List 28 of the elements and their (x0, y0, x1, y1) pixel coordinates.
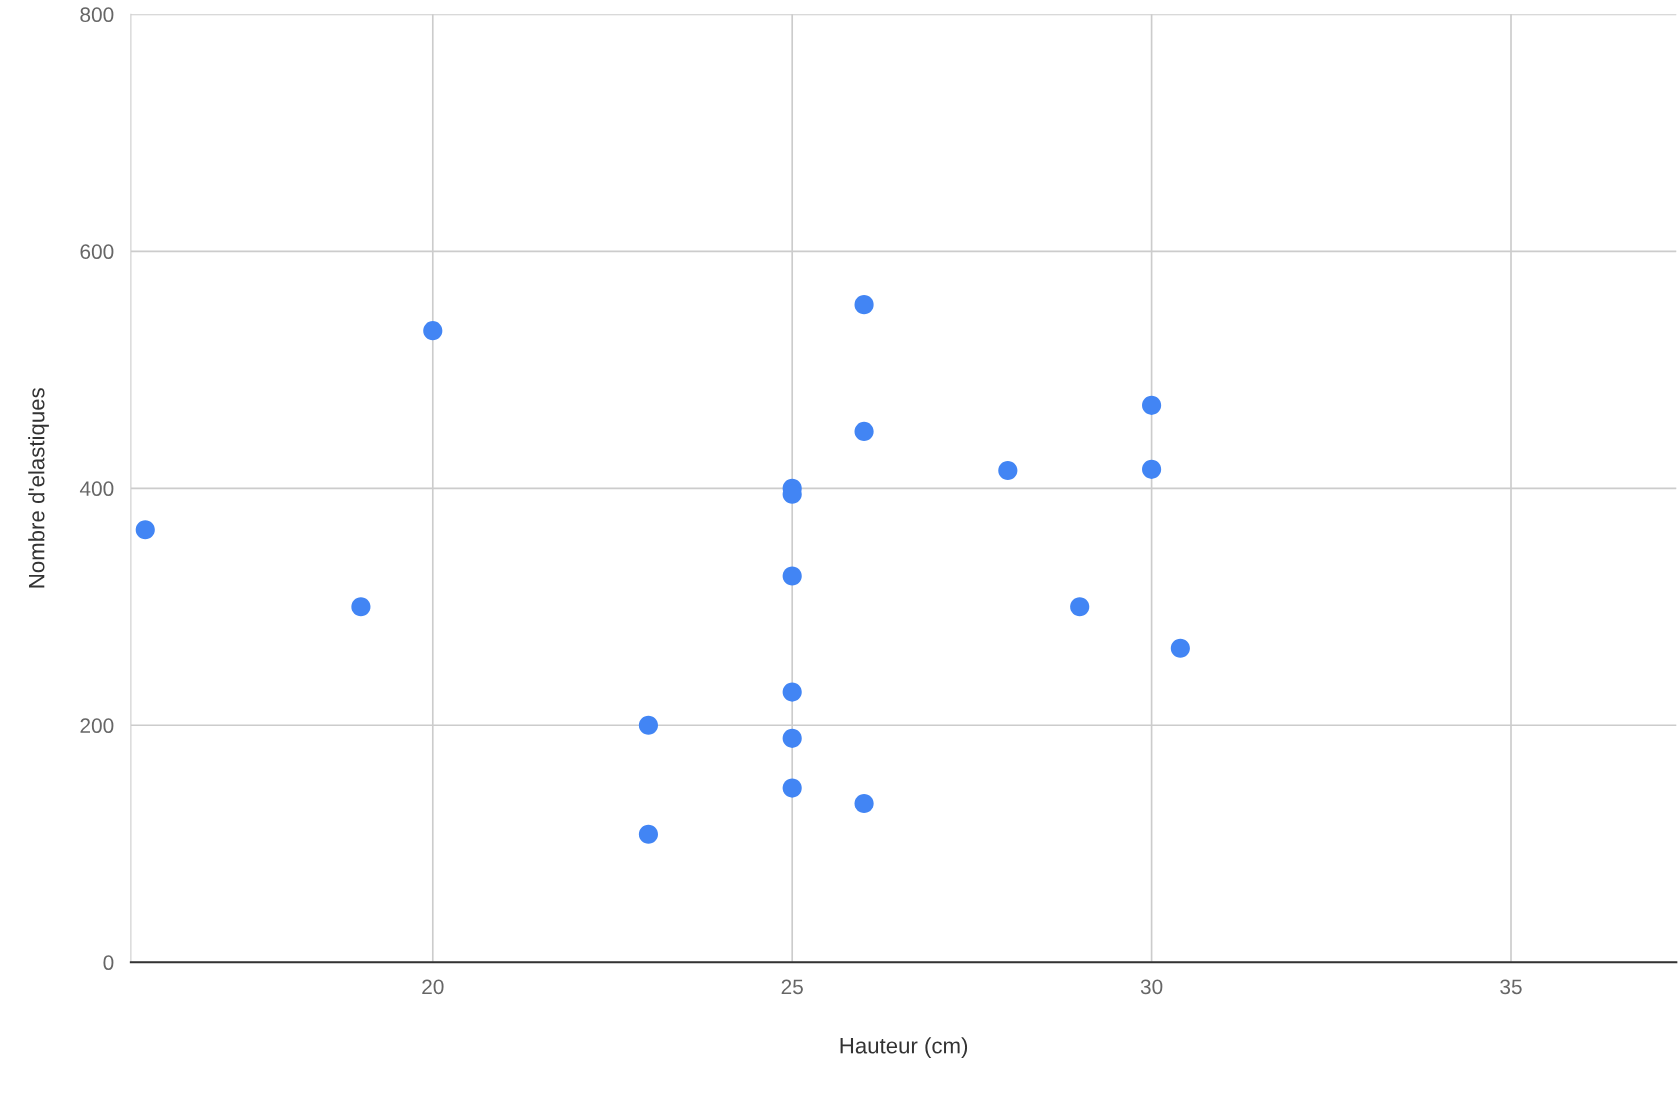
point (135, 520, 155, 540)
point (782, 728, 802, 748)
point (1142, 459, 1162, 479)
point (854, 295, 874, 315)
y-axis-title: Nombre d'elastiques (28, 388, 49, 588)
y-tick-label: 600 (80, 244, 114, 260)
point (351, 597, 371, 617)
point (638, 715, 658, 735)
point (782, 566, 802, 586)
x-tick-label: 20 (422, 979, 444, 995)
x-axis-title: Hauteur (cm) (840, 1037, 968, 1058)
point (854, 793, 874, 814)
y-tick-label: 0 (103, 955, 114, 971)
point (782, 682, 802, 702)
y-tick-label: 400 (79, 481, 114, 497)
point (638, 824, 658, 844)
point (1142, 395, 1162, 415)
x-tick-label: 35 (1500, 979, 1522, 995)
point (1170, 638, 1190, 658)
point (782, 778, 802, 798)
x-tick-label: 30 (1140, 979, 1163, 995)
point (854, 421, 874, 441)
y-tick-label: 800 (80, 7, 114, 23)
point (998, 460, 1018, 481)
y-tick-label: 200 (80, 718, 114, 734)
point (423, 321, 443, 341)
x-tick-label: 25 (781, 979, 803, 995)
point (1070, 597, 1090, 617)
